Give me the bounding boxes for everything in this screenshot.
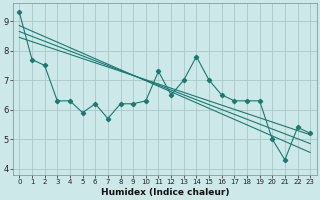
X-axis label: Humidex (Indice chaleur): Humidex (Indice chaleur) <box>100 188 229 197</box>
